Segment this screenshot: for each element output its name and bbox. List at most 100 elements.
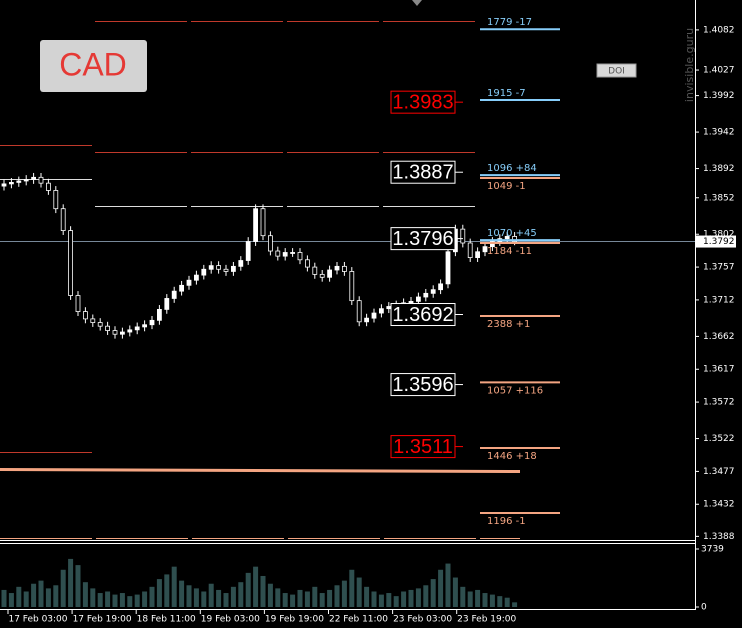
order-label: 2388 +1 [487, 319, 530, 330]
x-tick-label: 19 Feb 03:00 [201, 615, 260, 625]
volume-bar [112, 594, 118, 607]
candle-body [105, 325, 110, 331]
candle-body [467, 242, 473, 258]
volume-bar [401, 591, 407, 607]
y-tick-label: 1.3572 [703, 398, 735, 408]
level-box [390, 90, 456, 114]
order-label: 1779 -17 [487, 17, 532, 28]
volume-bar [105, 591, 111, 607]
volume-bar [378, 594, 384, 607]
volume-bar [1, 589, 7, 607]
volume-bar [164, 574, 170, 607]
candle-body [423, 292, 429, 298]
volume-bar [430, 579, 436, 607]
volume-bar [386, 593, 392, 607]
volume-tick-label: 3739 [701, 545, 724, 555]
y-tick-label: 1.3662 [703, 332, 735, 342]
volume-bar [8, 593, 14, 607]
volume-bar [245, 572, 251, 607]
order-label: 1446 +18 [487, 451, 537, 462]
candle-body [334, 265, 340, 271]
volume-bar [290, 594, 296, 607]
session-line [0, 468, 521, 473]
volume-bar [127, 596, 133, 607]
volume-bar [216, 589, 222, 607]
candle-body [415, 296, 421, 302]
volume-bar [297, 589, 303, 607]
candle-body [275, 250, 281, 257]
order-label: 1196 -1 [487, 516, 526, 527]
order-label: 1184 -11 [487, 246, 532, 257]
candle-body [297, 252, 303, 261]
candle-body [164, 298, 170, 310]
y-tick-label: 1.3992 [703, 91, 735, 101]
volume-bar [179, 580, 185, 607]
candle-body [16, 180, 22, 183]
candle-body [364, 317, 370, 323]
candle-body [230, 265, 236, 272]
volume-bar [504, 597, 510, 607]
level-box [390, 373, 456, 397]
candle-body [83, 311, 88, 320]
y-tick-label: 1.3617 [703, 365, 735, 375]
candle-body [68, 230, 73, 296]
candle-body [304, 259, 310, 268]
y-tick-label: 1.3388 [703, 532, 735, 542]
candle-body [134, 326, 140, 331]
current-price-box [696, 235, 736, 248]
volume-bar [260, 575, 266, 607]
candle-body [341, 265, 347, 272]
volume-bar [452, 577, 458, 607]
candle-body [475, 251, 481, 258]
candle-body [386, 306, 392, 310]
volume-bar [23, 591, 29, 607]
candle-body [216, 265, 222, 270]
level-box [390, 160, 456, 184]
candle-body [127, 329, 133, 333]
session-lines [0, 21, 521, 539]
volume-bar [371, 591, 377, 607]
title-box [40, 40, 147, 92]
volume-bar [16, 586, 22, 607]
candle-body [97, 322, 103, 327]
candle-body [31, 176, 37, 180]
volume-bar [38, 580, 44, 607]
candle-body [267, 235, 273, 252]
candle-body [8, 182, 14, 185]
candle-body [512, 236, 517, 242]
candle-body [208, 265, 214, 270]
candle-body [260, 208, 266, 237]
volume-bar [275, 588, 281, 607]
candle-body [201, 268, 207, 276]
volume-bar [438, 569, 444, 607]
volume-bar [97, 593, 103, 607]
volume-bar [134, 594, 140, 607]
candle-body [319, 273, 325, 278]
y-tick-label: 1.4027 [703, 66, 735, 76]
volume-bar [208, 583, 214, 607]
candle-body [120, 331, 125, 335]
y-tick-label: 1.3892 [703, 164, 735, 174]
candle-body [23, 179, 29, 182]
y-tick-label: 1.3942 [703, 128, 735, 138]
order-label: 1049 -1 [487, 181, 526, 192]
candle-body [482, 246, 488, 253]
y-tick-label: 1.3522 [703, 434, 735, 444]
x-tick-label: 17 Feb 19:00 [73, 615, 132, 625]
volume-bar [356, 577, 362, 607]
volume-bar [60, 569, 66, 607]
doi-button[interactable] [596, 63, 637, 78]
candle-body [90, 318, 96, 323]
chart-title: CAD [59, 46, 127, 82]
volume-bar [364, 586, 370, 607]
volume-bar [156, 579, 162, 607]
volume-bar [475, 589, 481, 607]
doi-button-label[interactable]: DOI [608, 67, 625, 77]
level-label: 1.3796 [392, 228, 453, 250]
candle-body [327, 269, 333, 278]
order-label: 1915 -7 [487, 88, 526, 99]
candle-body [38, 176, 44, 184]
level-box [390, 227, 456, 251]
order-label: 1070 +45 [487, 228, 537, 239]
